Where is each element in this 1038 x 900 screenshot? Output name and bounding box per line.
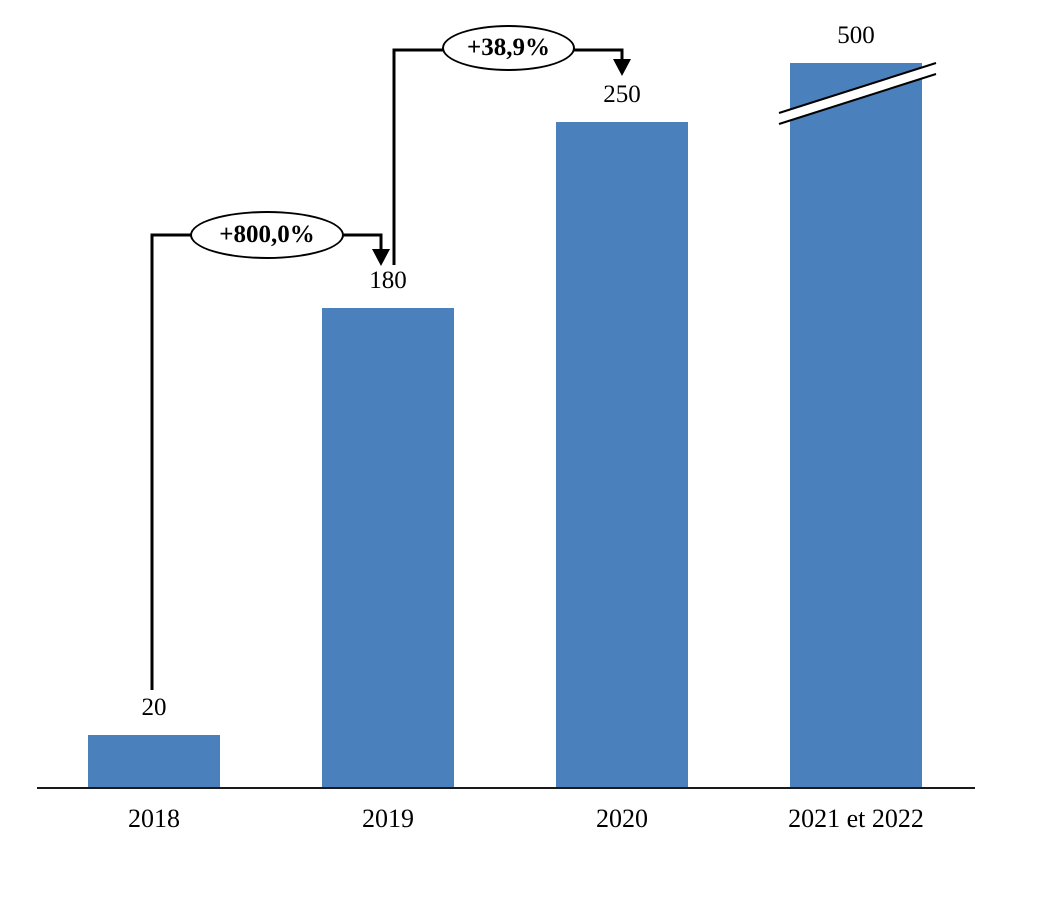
bar-value-label: 500 <box>837 22 875 49</box>
bar-2021-2022 <box>790 63 922 788</box>
bar-2020 <box>556 122 688 788</box>
annotation-label: +38,9% <box>467 33 550 61</box>
x-axis-line <box>37 787 975 789</box>
x-axis-label: 2021 et 2022 <box>788 804 924 833</box>
bar-group-2020: 250 2020 <box>556 0 688 900</box>
bar-2019 <box>322 308 454 788</box>
x-axis-label: 2018 <box>128 804 180 833</box>
annotation-label: +800,0% <box>219 220 315 248</box>
bar-group-2019: 180 2019 <box>322 0 454 900</box>
x-axis-label: 2020 <box>596 804 648 833</box>
bar-group-2021-2022: 500 2021 et 2022 <box>788 0 924 900</box>
bar-2018 <box>88 735 220 788</box>
x-axis-label: 2019 <box>362 804 414 833</box>
bar-value-label: 250 <box>603 81 641 108</box>
bar-value-label: 180 <box>369 267 407 294</box>
bar-group-2018: 20 2018 <box>88 0 220 900</box>
annotation-ellipse-38-percent: +38,9% <box>442 25 575 71</box>
annotation-ellipse-800-percent: +800,0% <box>190 211 344 259</box>
bar-value-label: 20 <box>141 694 167 721</box>
